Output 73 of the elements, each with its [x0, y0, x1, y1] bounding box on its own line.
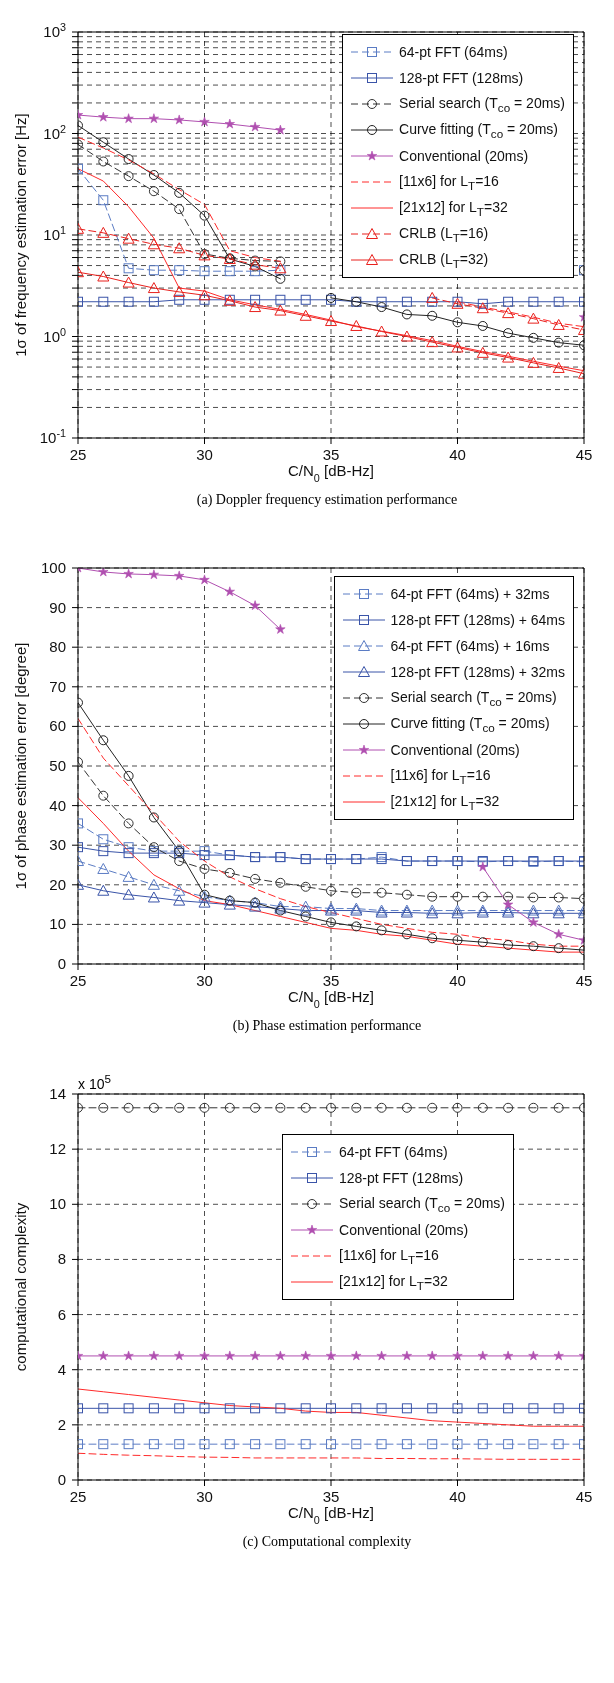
x-tick-label: 45: [575, 972, 593, 989]
legend-label: 64-pt FFT (64ms) + 16ms: [390, 638, 550, 654]
legend-label: [11x6] for L$_{T}$=16: [339, 1246, 439, 1266]
y-tick-label: 90: [49, 598, 66, 616]
x-tick-label: 30: [196, 446, 213, 463]
y-tick-label: 50: [49, 757, 66, 774]
text: (a) Doppler frequency estimation performance: [195, 492, 459, 508]
x-tick-label: 25: [69, 972, 87, 989]
y-tick-label: 6: [57, 1305, 66, 1323]
y-tick-label: 10$^{0}$: [43, 325, 66, 345]
y-axis-title: computational complexity: [12, 1202, 29, 1372]
legend-label: Curve fitting (T$_{co}$ = 20ms): [399, 120, 558, 140]
text: (b) Phase estimation performance: [231, 1018, 423, 1034]
x-tick-label: 35: [322, 972, 340, 989]
y-tick-label: 12: [49, 1140, 66, 1158]
x-tick-label: 35: [322, 446, 340, 463]
legend-label: Conventional (20ms): [399, 148, 529, 164]
legend-label: 128-pt FFT (128ms) + 32ms: [390, 664, 565, 680]
y-axis-title: 1σ of frequency estimation error [Hz]: [12, 113, 29, 357]
legend-label: 128-pt FFT (128ms): [399, 70, 524, 86]
y-tick-label: 14: [49, 1085, 66, 1102]
y-tick-label: 10$^{1}$: [43, 224, 66, 243]
y-tick-label: 60: [49, 717, 66, 735]
x-axis-title: C/N$_{0}$ [dB-Hz]: [287, 1504, 375, 1526]
x-axis-title: C/N$_{0}$ [dB-Hz]: [287, 462, 375, 484]
y-tick-label: 10$^{3}$: [43, 21, 66, 40]
legend-label: CRLB (L$_{T}$=16): [399, 224, 489, 244]
legend-label: Curve fitting (T$_{co}$ = 20ms): [390, 714, 550, 734]
legend-label: [21x12] for L$_{T}$=32: [390, 792, 500, 812]
x-tick-label: 40: [449, 972, 466, 989]
y-tick-label: 10$^{-1}$: [39, 427, 66, 446]
legend-label: 64-pt FFT (64ms): [339, 1144, 448, 1160]
legend-label: CRLB (L$_{T}$=32): [399, 250, 489, 270]
legend-label: Conventional (20ms): [390, 742, 520, 758]
legend-label: Conventional (20ms): [339, 1222, 469, 1238]
legend-label: 64-pt FFT (64ms) + 32ms: [390, 586, 550, 602]
y-tick-label: 80: [49, 638, 66, 656]
y-tick-label: 40: [49, 796, 66, 814]
y-tick-label: 0: [57, 1471, 66, 1488]
x-tick-label: 30: [196, 1488, 213, 1505]
legend-label: Serial search (T$_{co}$ = 20ms): [390, 688, 557, 708]
legend-label: 128-pt FFT (128ms): [339, 1170, 464, 1186]
y-tick-label: 10: [49, 915, 66, 933]
x-tick-label: 25: [69, 446, 87, 463]
legend-label: [21x12] for L$_{T}$=32: [399, 198, 508, 218]
x-tick-label: 40: [449, 1488, 466, 1505]
y-tick-label: 100: [40, 559, 66, 576]
x-tick-label: 35: [322, 1488, 340, 1505]
legend-label: [11x6] for L$_{T}$=16: [399, 172, 499, 192]
legend-label: 128-pt FFT (128ms) + 64ms: [390, 612, 565, 628]
x-tick-label: 45: [575, 1488, 593, 1505]
y-tick-label: 10$^{2}$: [43, 122, 66, 142]
y-tick-label: 8: [57, 1250, 66, 1268]
y-tick-label: 30: [49, 836, 66, 854]
x-tick-label: 30: [196, 972, 213, 989]
text: x 10$^{5}$: [78, 1072, 111, 1092]
y-tick-label: 20: [49, 875, 66, 893]
x-tick-label: 25: [69, 1488, 87, 1505]
legend-label: 64-pt FFT (64ms): [399, 44, 508, 60]
legend-label: [21x12] for L$_{T}$=32: [339, 1272, 448, 1292]
y-tick-label: 4: [57, 1360, 66, 1378]
y-tick-label: 70: [49, 677, 66, 695]
y-tick-label: 0: [57, 955, 66, 972]
x-axis-title: C/N$_{0}$ [dB-Hz]: [287, 988, 375, 1010]
legend-label: [11x6] for L$_{T}$=16: [390, 766, 491, 786]
legend-label: Serial search (T$_{co}$ = 20ms): [339, 1194, 505, 1214]
x-tick-label: 40: [449, 446, 466, 463]
text: (c) Computational complexity: [241, 1534, 413, 1550]
legend-label: Serial search (T$_{co}$ = 20ms): [399, 94, 565, 114]
x-tick-label: 45: [575, 446, 593, 463]
y-axis-title: 1σ of phase estimation error [degree]: [12, 642, 29, 890]
y-tick-label: 2: [57, 1415, 66, 1433]
y-tick-label: 10: [49, 1195, 66, 1213]
